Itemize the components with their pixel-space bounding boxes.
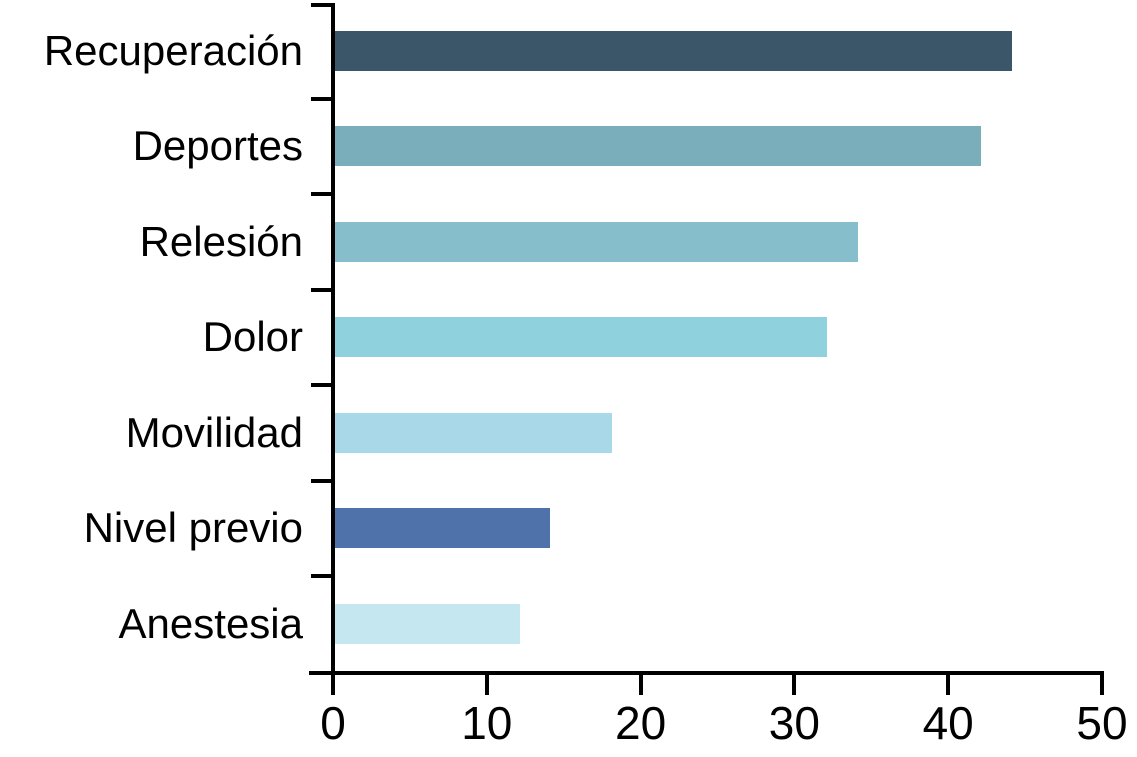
x-axis-tick-label: 40 bbox=[922, 697, 974, 749]
x-axis-line bbox=[309, 671, 1104, 675]
bar bbox=[335, 603, 520, 644]
x-axis-tick bbox=[484, 675, 489, 695]
x-axis-tick bbox=[1100, 675, 1104, 695]
y-axis-tick bbox=[311, 287, 333, 292]
bar bbox=[335, 221, 858, 262]
bar bbox=[335, 412, 612, 453]
y-axis-tick bbox=[311, 3, 333, 7]
bar bbox=[335, 508, 551, 549]
y-axis-tick bbox=[311, 574, 333, 578]
category-label: Nivel previo bbox=[83, 504, 303, 552]
category-label: Relesión bbox=[139, 217, 303, 265]
bar bbox=[335, 317, 828, 358]
y-axis-tick bbox=[311, 192, 333, 196]
category-label: Movilidad bbox=[125, 408, 303, 456]
category-label: Dolor bbox=[202, 313, 303, 361]
y-axis-tick bbox=[311, 96, 333, 101]
x-axis-tick bbox=[946, 675, 951, 695]
y-axis-line bbox=[331, 3, 335, 675]
category-label: Recuperación bbox=[43, 26, 303, 74]
x-axis-tick-label: 20 bbox=[615, 697, 667, 749]
x-axis-tick-label: 30 bbox=[768, 697, 820, 749]
x-axis-tick-label: 50 bbox=[1076, 697, 1128, 749]
bar bbox=[335, 126, 981, 167]
y-axis-tick bbox=[311, 383, 333, 387]
x-axis-tick-label: 0 bbox=[320, 697, 346, 749]
category-label: Deportes bbox=[132, 122, 303, 170]
category-label: Anestesia bbox=[118, 599, 303, 647]
y-axis-tick bbox=[311, 478, 333, 483]
x-axis-tick-label: 10 bbox=[461, 697, 513, 749]
x-axis-tick bbox=[792, 675, 797, 695]
bar bbox=[335, 30, 1012, 71]
x-axis-tick bbox=[638, 675, 643, 695]
x-axis-tick bbox=[331, 675, 335, 695]
